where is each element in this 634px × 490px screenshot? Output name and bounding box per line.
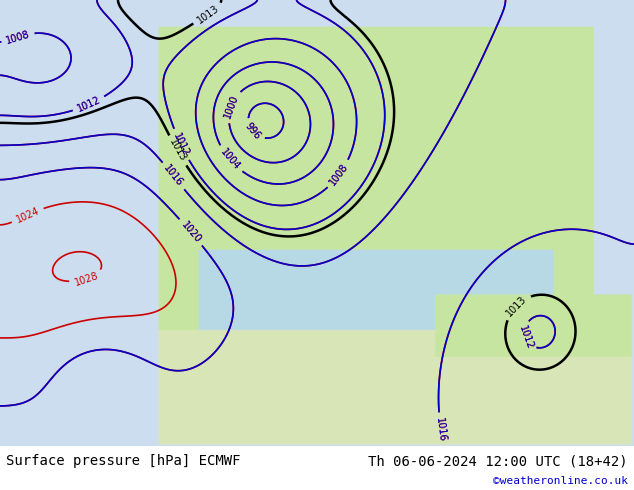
Text: 1012: 1012 — [75, 95, 102, 114]
Text: 1008: 1008 — [328, 162, 351, 187]
Text: 1000: 1000 — [223, 93, 240, 120]
Text: 1012: 1012 — [517, 324, 534, 351]
Text: ©weatheronline.co.uk: ©weatheronline.co.uk — [493, 476, 628, 486]
Text: 1008: 1008 — [4, 29, 31, 46]
Text: 1016: 1016 — [162, 163, 185, 189]
Text: 1012: 1012 — [517, 324, 534, 351]
Text: 1004: 1004 — [218, 147, 242, 172]
Text: 1012: 1012 — [75, 95, 102, 114]
Text: 996: 996 — [243, 121, 262, 142]
Text: 1016: 1016 — [434, 416, 448, 442]
Text: 1020: 1020 — [179, 220, 203, 245]
Text: 1013: 1013 — [167, 138, 188, 164]
Text: 1004: 1004 — [218, 147, 242, 172]
Text: 1012: 1012 — [171, 131, 191, 158]
Text: 1016: 1016 — [434, 416, 448, 442]
Text: 1013: 1013 — [195, 3, 221, 25]
Text: 1008: 1008 — [328, 162, 351, 187]
Text: 1013: 1013 — [505, 294, 529, 318]
Text: 1000: 1000 — [223, 93, 240, 120]
Text: 1008: 1008 — [4, 29, 31, 46]
Text: 1012: 1012 — [171, 131, 191, 158]
Text: 1028: 1028 — [73, 270, 100, 288]
Text: 1016: 1016 — [162, 163, 185, 189]
Text: 1020: 1020 — [179, 220, 203, 245]
Text: 996: 996 — [243, 121, 262, 142]
Text: Th 06-06-2024 12:00 UTC (18+42): Th 06-06-2024 12:00 UTC (18+42) — [368, 454, 628, 468]
Text: 1024: 1024 — [15, 205, 41, 224]
Text: Surface pressure [hPa] ECMWF: Surface pressure [hPa] ECMWF — [6, 454, 241, 468]
